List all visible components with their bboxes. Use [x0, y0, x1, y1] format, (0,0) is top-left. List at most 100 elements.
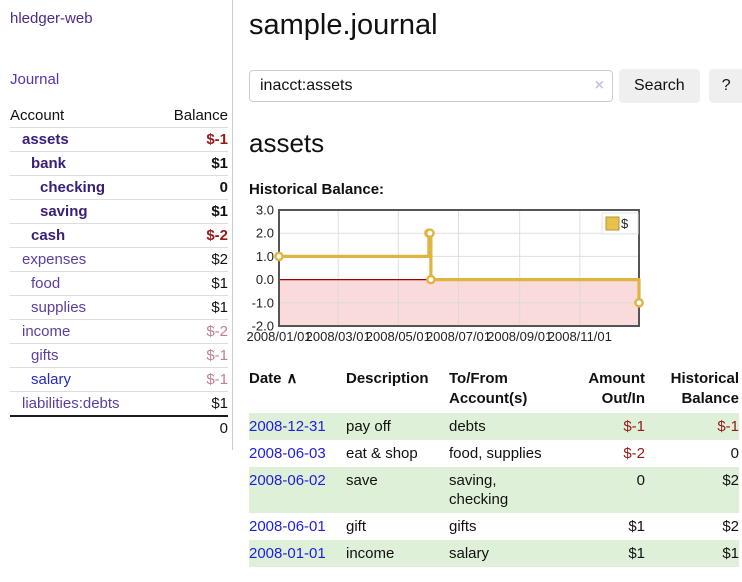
chart-ytick-label: -1.0 — [252, 295, 274, 310]
historical-balance-chart: $3.0 2.0 1.0 0.0 -1.0 -2.02008/01/012008/03/0… — [246, 203, 644, 344]
sidebar-item-journal[interactable]: Journal — [10, 71, 60, 88]
account-row: liabilities:debts $1 — [10, 391, 228, 416]
account-balance: $-1 — [155, 367, 228, 392]
account-balance: 0 — [155, 175, 228, 200]
transaction-accounts: gifts — [449, 518, 477, 535]
transaction-amount: $1 — [628, 545, 645, 562]
chart-xtick-label: 2008/01/01 — [246, 329, 311, 344]
chart-ytick-label: 3.0 — [256, 203, 274, 218]
clear-search-icon[interactable]: × — [594, 77, 604, 94]
search-box: × — [249, 70, 613, 102]
chart-ytick-label: 2.0 — [256, 226, 274, 241]
chart-legend-swatch — [605, 216, 620, 231]
transaction-date-link[interactable]: 2008-01-01 — [249, 545, 326, 562]
register-col-date[interactable]: Date ∧ — [249, 370, 298, 387]
search-button[interactable]: Search — [619, 69, 700, 103]
transaction-accounts: debts — [449, 418, 486, 435]
transaction-description: save — [346, 472, 378, 489]
sidebar-account-food[interactable]: food — [31, 275, 61, 292]
sidebar-account-expenses[interactable]: expenses — [22, 251, 87, 268]
transaction-date-link[interactable]: 2008-12-31 — [249, 418, 326, 435]
register-col-description: Description — [346, 370, 429, 387]
sidebar-account-income[interactable]: income — [22, 323, 71, 340]
help-button[interactable]: ? — [708, 69, 742, 103]
account-row: salary $-1 — [10, 367, 228, 392]
transaction-balance: $2 — [722, 472, 739, 489]
page-title: sample.journal — [249, 9, 438, 41]
account-row: cash $-2 — [10, 223, 228, 248]
transaction-amount: $-1 — [623, 418, 645, 435]
sidebar-account-cash[interactable]: cash — [31, 227, 66, 244]
account-balance: $2 — [155, 247, 228, 272]
account-row: checking 0 — [10, 175, 228, 200]
transaction-balance: 0 — [730, 445, 739, 462]
sidebar-account-salary[interactable]: salary — [31, 371, 72, 388]
sidebar-account-checking[interactable]: checking — [40, 179, 106, 196]
account-balance: $1 — [155, 295, 228, 320]
account-row: food $1 — [10, 271, 228, 296]
account-row: supplies $1 — [10, 295, 228, 320]
sidebar-account-saving[interactable]: saving — [40, 203, 88, 220]
chart-point — [274, 251, 284, 262]
account-balance: $1 — [155, 151, 228, 176]
brand-link[interactable]: hledger-web — [10, 10, 93, 27]
transaction-accounts: salary — [449, 545, 490, 562]
account-balance: $1 — [155, 391, 228, 416]
account-balance: $1 — [155, 199, 228, 224]
app-window: hledger-web Journal Account Balance asse… — [10, 0, 742, 567]
chart-xtick-label: 2008/11/01 — [548, 329, 612, 344]
chart-point — [425, 228, 435, 239]
transaction-balance: $1 — [722, 545, 739, 562]
account-row: expenses $2 — [10, 247, 228, 272]
sidebar-account-assets[interactable]: assets — [22, 131, 69, 148]
transaction-amount: 0 — [636, 472, 645, 489]
account-heading: assets — [249, 128, 325, 158]
register-row: 2008-06-02 save saving, checking 0 $2 — [249, 467, 739, 513]
chart-point — [426, 274, 436, 285]
chart-xtick-label: 2008/09/01 — [487, 329, 552, 344]
main-content: sample.journal × Search ? assets Histori… — [233, 0, 742, 567]
register-row: 2008-06-03 eat & shop food, supplies $-2 0 — [249, 440, 739, 467]
transaction-date-link[interactable]: 2008-06-01 — [249, 518, 326, 535]
chart-xtick-label: 2008/03/01 — [306, 329, 371, 344]
chart-ytick-label: -2.0 — [252, 319, 274, 334]
chart-title: Historical Balance: — [249, 181, 385, 198]
register-col-to-from-account-s-: To/From Account(s) — [449, 370, 528, 407]
transaction-amount: $-2 — [623, 445, 645, 462]
transaction-description: income — [346, 545, 395, 562]
sidebar-account-bank[interactable]: bank — [31, 155, 67, 172]
chart-xtick-label: 2008/05/01 — [366, 329, 431, 344]
transaction-accounts: food, supplies — [449, 445, 542, 462]
chart-point — [634, 298, 644, 308]
transaction-amount: $1 — [628, 518, 645, 535]
chart-ytick-label: 1.0 — [256, 249, 274, 264]
account-row: gifts $-1 — [10, 343, 228, 368]
register-row: 2008-12-31 pay off debts $-1 $-1 — [249, 413, 739, 440]
sidebar-account-gifts[interactable]: gifts — [31, 347, 59, 364]
account-row: income $-2 — [10, 319, 228, 344]
register-col-historical-balance: Historical Balance — [670, 370, 739, 407]
accounts-total-balance: 0 — [155, 415, 228, 440]
transaction-balance: $2 — [722, 518, 739, 535]
transaction-accounts: saving, checking — [449, 472, 509, 508]
transaction-description: pay off — [346, 418, 391, 435]
transaction-date-link[interactable]: 2008-06-03 — [249, 445, 326, 462]
account-balance: $1 — [155, 271, 228, 296]
account-balance: $-1 — [155, 343, 228, 368]
transaction-description: eat & shop — [346, 445, 418, 462]
account-balance: $-2 — [155, 223, 228, 248]
register-col-amount-out-in: Amount Out/In — [588, 370, 645, 407]
chart-legend-label: $ — [621, 216, 629, 231]
account-row: saving $1 — [10, 199, 228, 224]
transaction-balance: $-1 — [717, 418, 739, 435]
register-row: 2008-06-01 gift gifts $1 $2 — [249, 513, 739, 540]
account-row: bank $1 — [10, 151, 228, 176]
transaction-description: gift — [346, 518, 367, 535]
account-balance: $-2 — [155, 319, 228, 344]
accounts-header-account: Account — [10, 107, 65, 124]
search-input[interactable] — [249, 70, 613, 102]
transaction-date-link[interactable]: 2008-06-02 — [249, 472, 326, 489]
account-balance: $-1 — [155, 127, 228, 152]
sidebar-account-supplies[interactable]: supplies — [31, 299, 87, 316]
sidebar-account-liabilities-debts[interactable]: liabilities:debts — [22, 395, 120, 412]
